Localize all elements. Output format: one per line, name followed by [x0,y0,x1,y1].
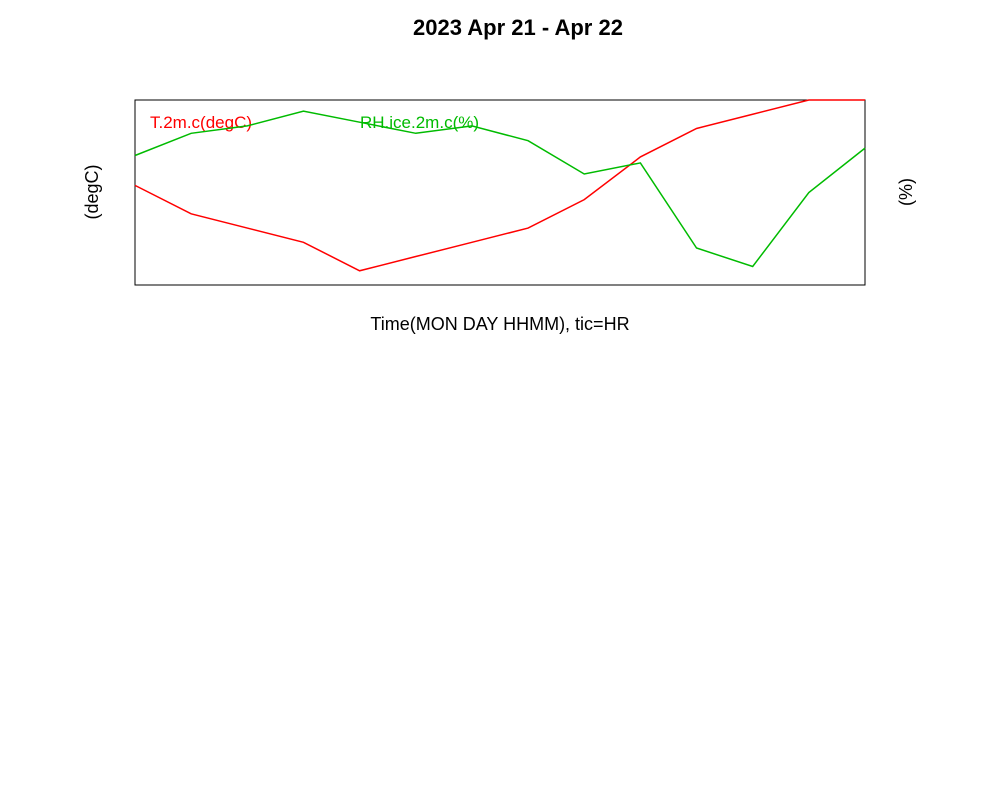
series-line-0 [134,99,865,272]
right-axis-label: (%) [896,178,916,206]
legend-label-1: RH.ice.2m.c(%) [360,113,479,132]
legend-label-0: T.2m.c(degC) [150,113,252,132]
chart-title: 2023 Apr 21 - Apr 22 [413,15,623,40]
left-axis-label: (degC) [82,164,102,219]
plot-frame [134,99,866,286]
x-axis-label: Time(MON DAY HHMM), tic=HR [370,314,629,334]
series-line-1 [134,110,866,268]
chart: 2023 Apr 21 - Apr 22 Time(MON DAY HHMM),… [82,15,916,334]
